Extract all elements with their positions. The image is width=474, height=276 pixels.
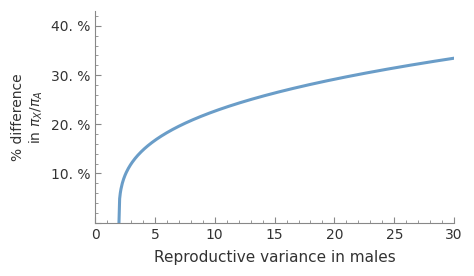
X-axis label: Reproductive variance in males: Reproductive variance in males [154, 250, 395, 265]
Y-axis label: % difference
in $\pi_X/\pi_A$: % difference in $\pi_X/\pi_A$ [11, 73, 45, 161]
